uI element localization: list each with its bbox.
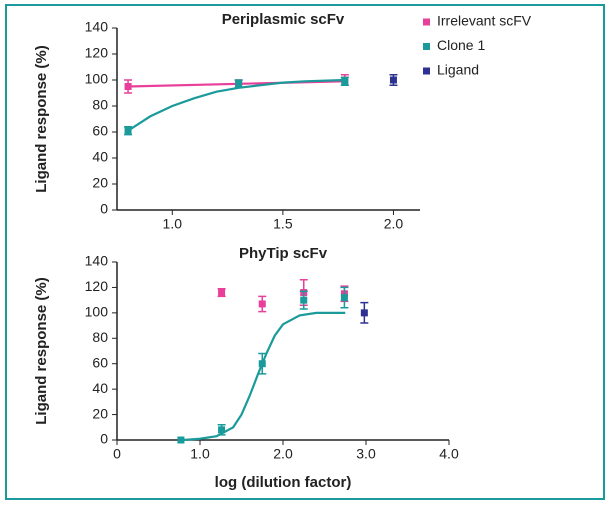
x-tick-label: 3.0 [356, 446, 376, 462]
marker [389, 76, 397, 84]
marker [124, 83, 132, 90]
y-tick-label: 140 [85, 19, 109, 35]
chart-title: Periplasmic scFv [222, 11, 345, 28]
marker [124, 127, 132, 135]
chart-title: PhyTip scFv [239, 245, 328, 262]
y-tick-label: 100 [85, 304, 109, 320]
marker [360, 309, 368, 317]
y-axis-label: Ligand response (%) [33, 45, 50, 193]
x-tick-label: 1.5 [273, 216, 293, 232]
x-axis-label: log (dilution factor) [215, 474, 352, 491]
fit-curve [183, 311, 346, 442]
y-tick-label: 60 [92, 123, 108, 139]
x-tick-label: 1.0 [190, 446, 210, 462]
x-tick-label: 1.0 [163, 216, 183, 232]
marker [177, 436, 185, 444]
y-tick-label: 120 [85, 278, 109, 294]
y-tick-label: 80 [92, 97, 108, 113]
marker [258, 300, 266, 308]
legend-label: Clone 1 [437, 37, 485, 53]
y-tick-label: 20 [92, 405, 108, 421]
legend-swatch [423, 43, 430, 50]
y-tick-label: 80 [92, 329, 108, 345]
marker [258, 360, 266, 368]
y-tick-label: 40 [92, 380, 108, 396]
marker [218, 289, 226, 297]
frame [5, 4, 605, 500]
y-tick-label: 120 [85, 45, 109, 61]
legend-swatch [423, 18, 430, 26]
legend-swatch [423, 67, 430, 75]
legend-label: Ligand [437, 62, 479, 78]
y-tick-label: 0 [100, 201, 108, 217]
y-tick-label: 100 [85, 71, 109, 87]
y-tick-label: 0 [100, 431, 108, 447]
y-tick-label: 140 [85, 253, 109, 269]
x-tick-label: 2.0 [273, 446, 293, 462]
x-tick-label: 2.0 [384, 216, 404, 232]
marker [218, 426, 226, 434]
y-tick-label: 40 [92, 149, 108, 165]
fit-curve [127, 78, 345, 132]
marker [340, 294, 348, 302]
marker [300, 296, 308, 304]
y-axis-label: Ligand response (%) [33, 277, 50, 425]
y-tick-label: 60 [92, 354, 108, 370]
marker [235, 80, 243, 88]
marker [341, 77, 349, 85]
y-tick-label: 20 [92, 175, 108, 191]
legend-label: Irrelevant scFV [437, 13, 532, 29]
x-tick-label: 4.0 [439, 446, 459, 462]
x-tick-label: 0 [113, 446, 121, 462]
